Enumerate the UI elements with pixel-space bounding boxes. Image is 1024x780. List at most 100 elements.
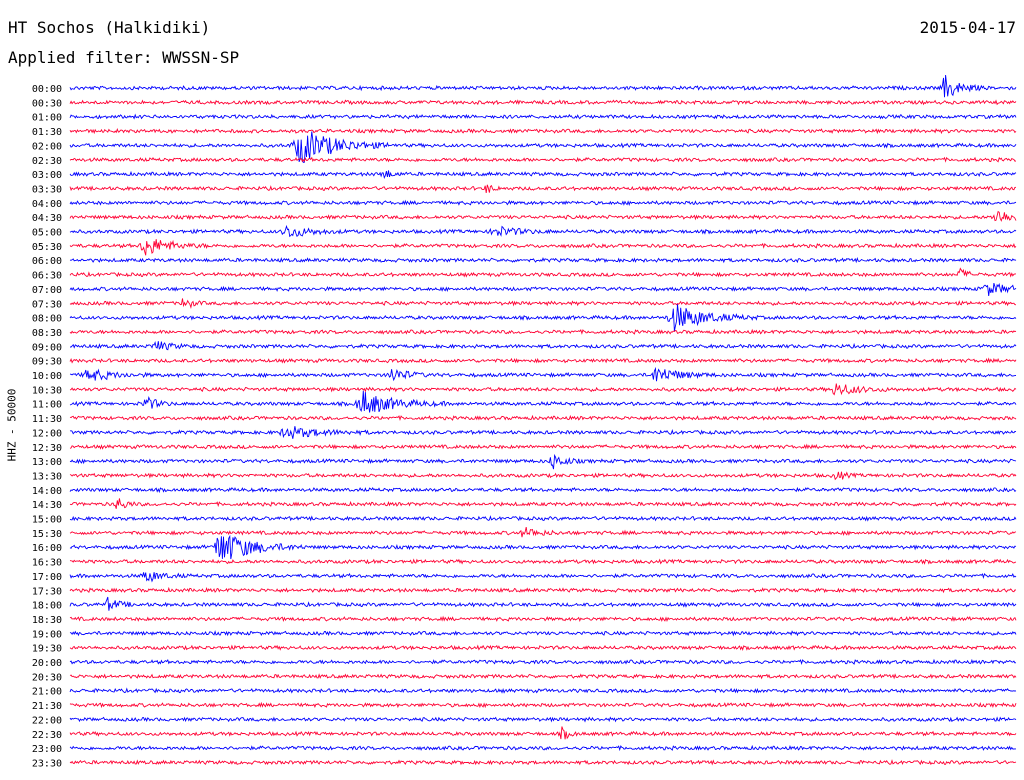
trace-line xyxy=(69,267,1016,278)
row-time-label: 09:00 xyxy=(32,342,62,353)
trace-line xyxy=(69,515,1017,522)
row-time-label: 20:30 xyxy=(32,672,62,683)
trace-line xyxy=(69,453,1017,470)
row-time-label: 01:00 xyxy=(32,113,62,124)
row-time-label: 05:30 xyxy=(32,242,62,253)
trace-line xyxy=(70,340,1017,351)
row-time-label: 16:00 xyxy=(32,543,62,554)
y-axis-label: HHZ - 50000 xyxy=(5,388,19,462)
trace-line xyxy=(69,199,1017,206)
trace-line xyxy=(69,74,1017,98)
trace-line xyxy=(69,156,1017,163)
row-time-label: 08:00 xyxy=(32,314,62,325)
trace-line xyxy=(69,99,1017,106)
trace-line xyxy=(69,443,1017,450)
row-time-label: 19:00 xyxy=(32,629,62,640)
row-time-label: 15:00 xyxy=(32,515,62,526)
trace-line xyxy=(69,471,1017,481)
trace-line xyxy=(69,127,1017,135)
row-time-label: 11:00 xyxy=(32,400,62,411)
row-time-label: 00:30 xyxy=(32,98,62,109)
row-time-label: 22:00 xyxy=(32,715,62,726)
trace-line xyxy=(69,759,1017,766)
row-time-label: 01:30 xyxy=(32,127,62,138)
trace-line xyxy=(69,726,1017,740)
row-time-label: 12:00 xyxy=(32,428,62,439)
row-time-label: 08:30 xyxy=(32,328,62,339)
row-time-label: 20:00 xyxy=(32,658,62,669)
trace-line xyxy=(69,744,1016,752)
trace-line xyxy=(69,486,1017,494)
row-time-label: 02:00 xyxy=(32,141,62,152)
trace-line xyxy=(69,630,1017,637)
row-time-label: 17:30 xyxy=(32,586,62,597)
row-time-label: 21:30 xyxy=(32,701,62,712)
trace-line xyxy=(69,298,1017,309)
row-time-label: 15:30 xyxy=(32,529,62,540)
row-time-label: 07:00 xyxy=(32,285,62,296)
row-time-label: 10:30 xyxy=(32,385,62,396)
row-time-label: 03:30 xyxy=(32,184,62,195)
trace-line xyxy=(69,210,1017,222)
station-title: HT Sochos (Halkidiki) xyxy=(8,18,211,37)
row-time-label: 21:00 xyxy=(32,687,62,698)
row-time-label: 17:00 xyxy=(32,572,62,583)
trace-line xyxy=(69,131,1017,163)
row-time-label: 05:00 xyxy=(32,228,62,239)
row-time-label: 00:00 xyxy=(32,84,62,95)
row-time-label: 23:30 xyxy=(32,758,62,769)
row-time-label: 14:30 xyxy=(32,500,62,511)
trace-line xyxy=(69,716,1017,723)
row-time-label: 13:00 xyxy=(32,457,62,468)
row-time-label: 18:30 xyxy=(32,615,62,626)
trace-line xyxy=(69,534,1017,560)
trace-line xyxy=(69,498,1017,509)
trace-line xyxy=(69,257,1017,264)
row-time-label: 16:30 xyxy=(32,558,62,569)
row-time-label: 06:30 xyxy=(32,271,62,282)
row-time-label: 04:30 xyxy=(32,213,62,224)
date-label: 2015-04-17 xyxy=(919,18,1016,37)
trace-line xyxy=(69,658,1017,666)
trace-line xyxy=(69,328,1017,335)
row-time-label: 09:30 xyxy=(32,357,62,368)
trace-line xyxy=(69,586,1016,594)
trace-line xyxy=(69,170,1017,180)
row-time-label: 23:00 xyxy=(32,744,62,755)
filter-label: Applied filter: WWSSN-SP xyxy=(8,48,240,67)
trace-line xyxy=(69,687,1017,694)
row-time-label: 06:00 xyxy=(32,256,62,267)
trace-line xyxy=(69,414,1017,422)
trace-line xyxy=(69,239,1017,256)
trace-line xyxy=(69,558,1017,565)
trace-line xyxy=(69,615,1017,623)
row-time-label: 19:30 xyxy=(32,644,62,655)
trace-line xyxy=(69,113,1017,120)
trace-line xyxy=(69,282,1017,296)
row-time-label: 18:00 xyxy=(32,601,62,612)
row-time-label: 14:00 xyxy=(32,486,62,497)
row-time-label: 11:30 xyxy=(32,414,62,425)
row-time-label: 13:30 xyxy=(32,471,62,482)
trace-line xyxy=(69,184,1017,194)
trace-line xyxy=(69,596,1017,611)
row-time-label: 04:00 xyxy=(32,199,62,210)
trace-line xyxy=(69,366,1017,382)
trace-line xyxy=(69,673,1017,680)
trace-line xyxy=(69,426,1017,439)
trace-line xyxy=(69,527,1017,538)
row-time-label: 03:00 xyxy=(32,170,62,181)
trace-line xyxy=(69,224,1017,238)
trace-line xyxy=(69,644,1017,651)
row-time-label: 22:30 xyxy=(32,730,62,741)
trace-line xyxy=(69,701,1017,709)
row-time-label: 10:00 xyxy=(32,371,62,382)
trace-line xyxy=(69,572,1017,583)
trace-line xyxy=(69,383,1017,396)
trace-line xyxy=(69,304,1017,332)
trace-line xyxy=(69,390,1017,413)
trace-line xyxy=(69,357,1017,364)
row-time-label: 12:30 xyxy=(32,443,62,454)
row-time-label: 07:30 xyxy=(32,299,62,310)
